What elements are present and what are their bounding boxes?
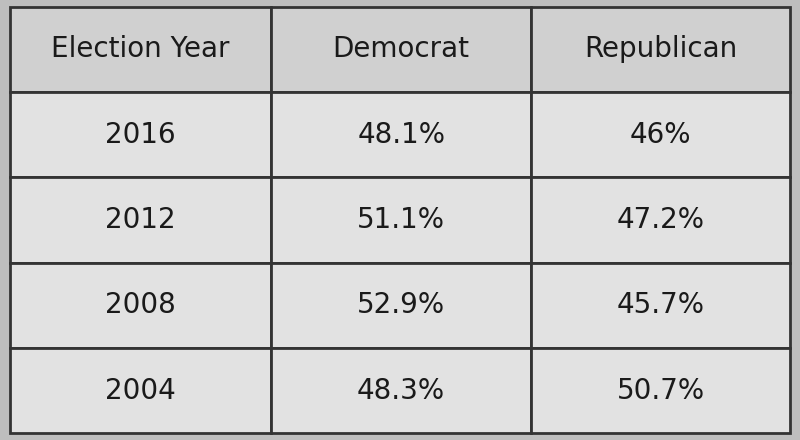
Text: Republican: Republican <box>584 35 738 63</box>
Text: 46%: 46% <box>630 121 691 149</box>
Text: 2004: 2004 <box>105 377 176 405</box>
FancyBboxPatch shape <box>531 177 790 263</box>
Text: 48.3%: 48.3% <box>357 377 446 405</box>
FancyBboxPatch shape <box>531 263 790 348</box>
FancyBboxPatch shape <box>271 348 531 433</box>
FancyBboxPatch shape <box>271 7 531 92</box>
FancyBboxPatch shape <box>531 92 790 177</box>
Text: Election Year: Election Year <box>51 35 230 63</box>
FancyBboxPatch shape <box>10 348 271 433</box>
FancyBboxPatch shape <box>10 263 271 348</box>
FancyBboxPatch shape <box>10 177 271 263</box>
Text: 52.9%: 52.9% <box>357 291 446 319</box>
Text: 2008: 2008 <box>105 291 176 319</box>
FancyBboxPatch shape <box>531 348 790 433</box>
FancyBboxPatch shape <box>271 92 531 177</box>
Text: 45.7%: 45.7% <box>617 291 705 319</box>
Text: 47.2%: 47.2% <box>617 206 705 234</box>
Text: 48.1%: 48.1% <box>357 121 445 149</box>
FancyBboxPatch shape <box>531 7 790 92</box>
Text: Democrat: Democrat <box>333 35 470 63</box>
Text: 50.7%: 50.7% <box>617 377 705 405</box>
FancyBboxPatch shape <box>10 7 271 92</box>
Text: 51.1%: 51.1% <box>357 206 445 234</box>
Text: 2016: 2016 <box>105 121 176 149</box>
FancyBboxPatch shape <box>271 177 531 263</box>
FancyBboxPatch shape <box>271 263 531 348</box>
Text: 2012: 2012 <box>105 206 176 234</box>
FancyBboxPatch shape <box>10 92 271 177</box>
